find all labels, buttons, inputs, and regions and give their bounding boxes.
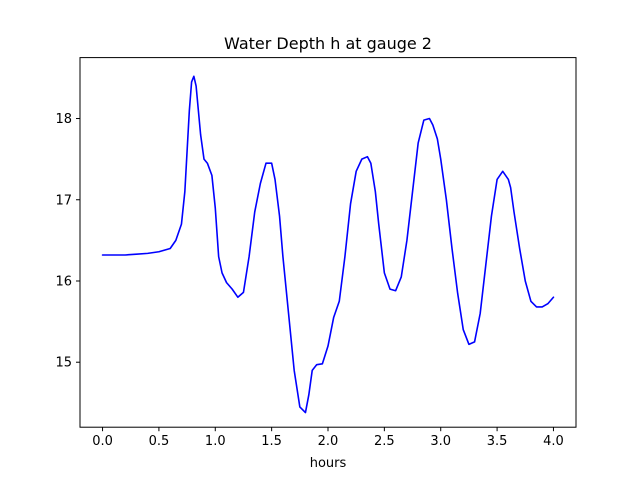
y-tick-label: 15 — [55, 356, 72, 371]
plot-frame — [79, 57, 577, 428]
y-axis: 15 16 17 18 — [55, 112, 80, 371]
x-axis-label: hours — [310, 456, 347, 471]
series-line-1 — [101, 75, 555, 414]
x-tick-label: 3.5 — [487, 434, 508, 449]
plot-line-layer — [101, 75, 555, 414]
x-tick-label: 3.0 — [430, 434, 451, 449]
y-tick-label: 18 — [55, 112, 72, 127]
y-tick-label: 17 — [55, 193, 72, 208]
x-tick-label: 4.0 — [543, 434, 564, 449]
x-tick-label: 0.0 — [92, 434, 113, 449]
x-axis: 0.0 0.5 1.0 1.5 2.0 2.5 3.0 3.5 4.0 — [92, 427, 564, 449]
x-tick-label: 1.0 — [205, 434, 226, 449]
x-tick-label: 1.5 — [261, 434, 282, 449]
chart-title: Water Depth h at gauge 2 — [224, 34, 432, 53]
y-tick-label: 16 — [55, 274, 72, 289]
x-tick-label: 0.5 — [149, 434, 170, 449]
x-tick-label: 2.5 — [374, 434, 395, 449]
x-tick-label: 2.0 — [318, 434, 339, 449]
